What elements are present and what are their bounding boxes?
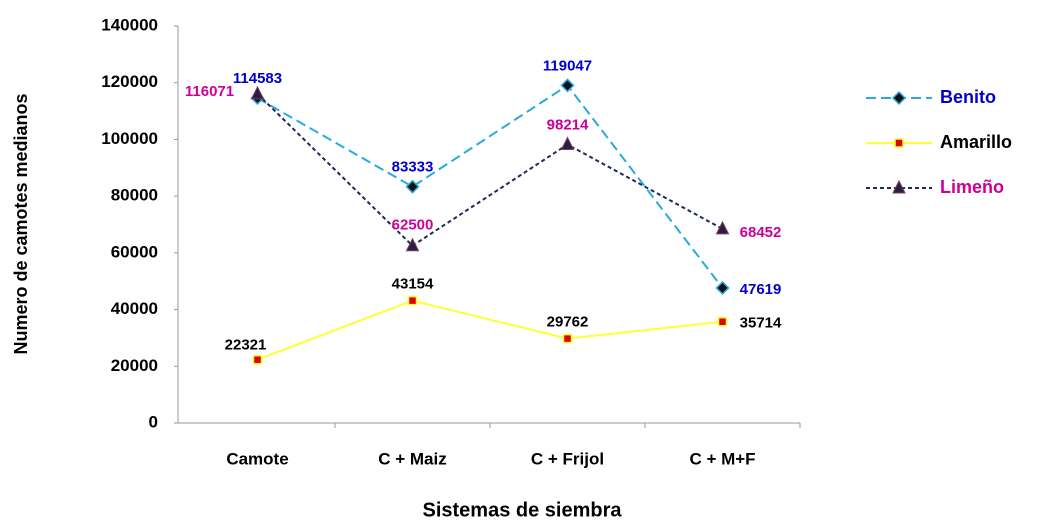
y-tick-label: 140000 [101, 15, 158, 34]
y-tick-label: 80000 [111, 186, 158, 205]
value-label: 43154 [392, 276, 434, 293]
value-label: 83333 [392, 159, 434, 176]
value-label: 68452 [740, 224, 782, 241]
y-tick-label: 40000 [111, 299, 158, 318]
value-label: 114583 [233, 70, 282, 87]
value-label: 47619 [740, 281, 782, 298]
marker [405, 179, 420, 194]
series-line [257, 84, 724, 289]
value-label: 22321 [225, 337, 267, 354]
marker [717, 316, 728, 327]
marker [715, 280, 730, 296]
series-line [256, 93, 723, 248]
y-tick-label: 0 [149, 412, 158, 431]
series-line [257, 299, 723, 361]
marker [562, 333, 573, 344]
x-axis-title: Sistemas de siembra [423, 499, 623, 521]
value-label: 98214 [547, 116, 589, 133]
marker [715, 220, 730, 235]
y-tick-label: 60000 [111, 242, 158, 261]
legend-marker [891, 90, 907, 106]
marker [560, 136, 575, 150]
legend-marker [892, 179, 906, 194]
value-label: 62500 [392, 217, 434, 234]
marker [560, 78, 575, 93]
legend-label: Benito [940, 87, 996, 107]
value-label: 119047 [543, 57, 592, 74]
y-tick-label: 20000 [111, 356, 158, 375]
value-label: 116071 [185, 83, 234, 100]
y-tick-label: 120000 [101, 72, 158, 91]
y-axis-title: Numero de camotes medianos [11, 93, 31, 354]
marker [405, 237, 420, 252]
value-label: 29762 [547, 314, 589, 331]
legend-marker [894, 138, 904, 148]
value-label: 35714 [740, 315, 782, 332]
x-tick-label: C + M+F [689, 449, 755, 468]
x-tick-label: C + Maiz [378, 449, 447, 468]
legend-label: Amarillo [940, 132, 1012, 152]
legend-label: Limeño [940, 177, 1004, 197]
y-tick-label: 100000 [101, 129, 158, 148]
marker [252, 354, 263, 365]
x-tick-label: Camote [226, 449, 288, 468]
marker [250, 85, 265, 100]
marker [407, 295, 418, 306]
x-tick-label: C + Frijol [531, 449, 604, 468]
